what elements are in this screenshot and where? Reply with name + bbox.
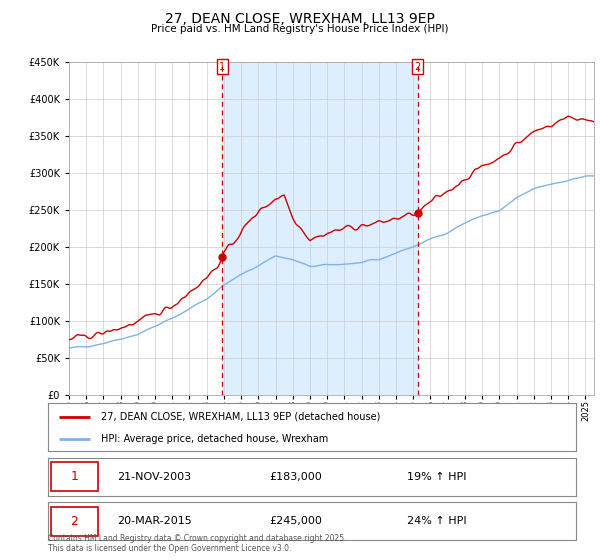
Text: 20-MAR-2015: 20-MAR-2015	[116, 516, 191, 526]
Text: Contains HM Land Registry data © Crown copyright and database right 2025.
This d: Contains HM Land Registry data © Crown c…	[48, 534, 347, 553]
Bar	[222, 62, 418, 395]
FancyBboxPatch shape	[50, 507, 98, 536]
Text: £183,000: £183,000	[270, 472, 323, 482]
Text: 1: 1	[70, 470, 79, 483]
Text: 27, DEAN CLOSE, WREXHAM, LL13 9EP: 27, DEAN CLOSE, WREXHAM, LL13 9EP	[165, 12, 435, 26]
Text: Price paid vs. HM Land Registry's House Price Index (HPI): Price paid vs. HM Land Registry's House …	[151, 24, 449, 34]
Text: 27, DEAN CLOSE, WREXHAM, LL13 9EP (detached house): 27, DEAN CLOSE, WREXHAM, LL13 9EP (detac…	[101, 412, 380, 422]
FancyBboxPatch shape	[50, 462, 98, 491]
Text: HPI: Average price, detached house, Wrexham: HPI: Average price, detached house, Wrex…	[101, 434, 328, 444]
Text: 24% ↑ HPI: 24% ↑ HPI	[407, 516, 467, 526]
Text: 2: 2	[70, 515, 79, 528]
Text: 1: 1	[219, 62, 225, 72]
Text: 21-NOV-2003: 21-NOV-2003	[116, 472, 191, 482]
Text: £245,000: £245,000	[270, 516, 323, 526]
Text: 19% ↑ HPI: 19% ↑ HPI	[407, 472, 467, 482]
Text: 2: 2	[415, 62, 421, 72]
